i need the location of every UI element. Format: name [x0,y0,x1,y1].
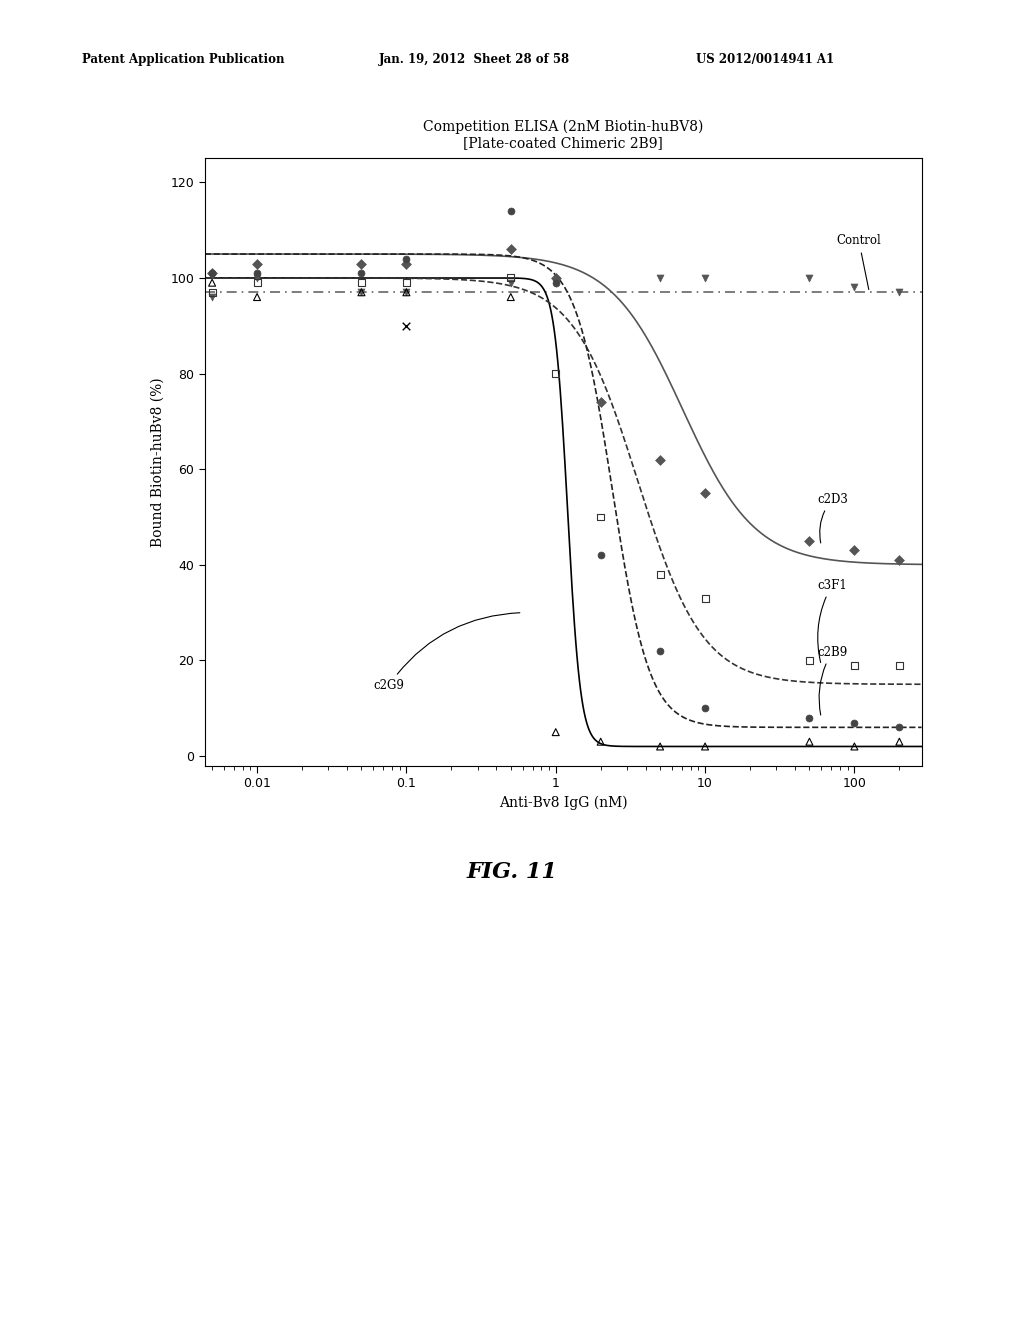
Point [801,649,817,671]
Point [697,698,714,719]
Text: Patent Application Publication: Patent Application Publication [82,53,285,66]
Point [503,268,519,289]
Text: c2B9: c2B9 [817,645,847,715]
Point [891,549,907,570]
Text: Control: Control [837,235,882,289]
Point [652,268,669,289]
Point [891,731,907,752]
Point [548,272,564,293]
Point [249,253,265,275]
Point [204,286,220,308]
Point [846,737,862,758]
Point [548,363,564,384]
Text: FIG. 11: FIG. 11 [467,861,557,883]
Point [593,507,609,528]
Point [846,540,862,561]
Point [801,731,817,752]
Point [353,281,370,302]
Point [652,640,669,661]
Text: Jan. 19, 2012  Sheet 28 of 58: Jan. 19, 2012 Sheet 28 of 58 [379,53,570,66]
Point [249,286,265,308]
X-axis label: Anti-Bv8 IgG (nM): Anti-Bv8 IgG (nM) [499,796,628,810]
Point [548,722,564,743]
Point [846,711,862,733]
Point [398,253,415,275]
Point [249,272,265,293]
Point [503,201,519,222]
Title: Competition ELISA (2nM Biotin-huBV8)
[Plate-coated Chimeric 2B9]: Competition ELISA (2nM Biotin-huBV8) [Pl… [423,120,703,150]
Text: c3F1: c3F1 [817,578,847,663]
Point [846,655,862,676]
Point [398,281,415,302]
Point [891,655,907,676]
Point [891,281,907,302]
Point [204,263,220,284]
Point [593,545,609,566]
Point [249,268,265,289]
Text: c2D3: c2D3 [817,492,848,543]
Point [593,731,609,752]
Point [503,272,519,293]
Point [891,717,907,738]
Point [801,531,817,552]
Point [846,277,862,298]
Point [398,272,415,293]
Point [353,253,370,275]
Point [353,272,370,293]
Point [398,248,415,269]
Point [652,449,669,470]
Y-axis label: Bound Biotin-huBv8 (%): Bound Biotin-huBv8 (%) [151,378,165,546]
Point [697,483,714,504]
Point [503,286,519,308]
Point [548,268,564,289]
Point [697,737,714,758]
Point [204,263,220,284]
Text: US 2012/0014941 A1: US 2012/0014941 A1 [696,53,835,66]
Point [503,239,519,260]
Point [652,564,669,585]
Point [697,587,714,609]
Point [697,268,714,289]
Point [398,315,415,337]
Point [548,272,564,293]
Point [204,281,220,302]
Point [204,272,220,293]
Point [353,263,370,284]
Point [801,708,817,729]
Point [249,263,265,284]
Point [593,392,609,413]
Point [353,281,370,302]
Point [801,268,817,289]
Point [652,737,669,758]
Text: c2G9: c2G9 [374,612,520,692]
Point [398,281,415,302]
